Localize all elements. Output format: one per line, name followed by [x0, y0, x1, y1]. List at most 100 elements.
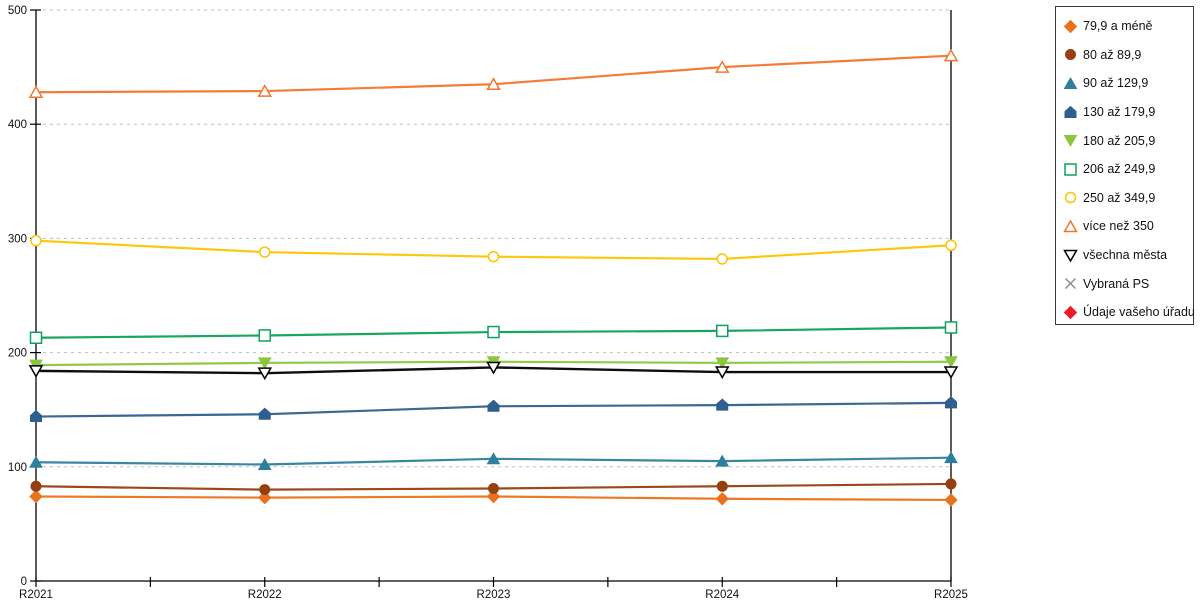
y-tick-label: 400	[8, 119, 27, 131]
circle-marker-icon	[487, 250, 500, 263]
triangle-up-marker-icon	[28, 85, 44, 98]
legend: 79,9 a méně 80 až 89,9 90 až 129,9 130 až 1…	[1055, 6, 1195, 327]
legend-item-label: 206 až 249,9	[1083, 162, 1156, 177]
legend-item-label: 130 až 179,9	[1083, 105, 1156, 120]
triangle-up-marker-icon	[715, 454, 730, 467]
square-marker-icon	[487, 325, 500, 339]
y-tick-label: 200	[8, 348, 27, 360]
triangle-up-icon	[1063, 76, 1078, 89]
triangle-up-marker-icon	[257, 84, 273, 97]
triangle-up-marker-icon	[1063, 219, 1078, 233]
pentagon-marker-icon	[1064, 105, 1077, 118]
legend-item-label: 79,9 a méně	[1083, 19, 1153, 34]
triangle-up-marker-icon	[714, 60, 730, 73]
legend-item: 79,9 a méně	[1056, 12, 1193, 41]
circle-marker-icon	[716, 253, 728, 265]
legend-item: Vybraná PS	[1056, 269, 1193, 298]
legend-item-label: 180 až 205,9	[1083, 133, 1156, 148]
triangle-down-icon	[1063, 135, 1078, 148]
legend-item-label: Údaje vašeho úřadu	[1083, 305, 1195, 320]
triangle-down-marker-icon	[1063, 135, 1078, 148]
legend-item: 180 až 205,9	[1056, 126, 1193, 155]
legend-item-label: všechna města	[1083, 248, 1168, 263]
circle-marker-icon	[1064, 192, 1077, 204]
pentagon-marker-icon	[30, 409, 42, 423]
legend-item: více než 350	[1056, 212, 1193, 241]
legend-item: 130 až 179,9	[1056, 98, 1193, 127]
triangle-down-marker-icon	[944, 356, 958, 369]
triangle-up-icon	[1063, 219, 1078, 233]
circle-marker-icon	[945, 478, 957, 490]
pentagon-marker-icon	[258, 407, 271, 420]
triangle-up-marker-icon	[257, 458, 272, 471]
pentagon-icon	[1064, 105, 1077, 118]
pentagon-marker-icon	[716, 398, 729, 411]
diamond-icon	[1063, 305, 1078, 319]
square-marker-icon	[944, 321, 958, 334]
x-tick-label: R2024	[705, 589, 739, 600]
circle-marker-icon	[259, 246, 271, 258]
x-tick-label: R2025	[934, 589, 968, 600]
triangle-down-marker-icon	[1063, 249, 1078, 263]
square-marker-icon	[716, 324, 729, 338]
circle-marker-icon	[30, 480, 42, 492]
square-marker-icon	[29, 331, 43, 345]
legend-item: 250 až 349,9	[1056, 184, 1193, 213]
legend-item: 206 až 249,9	[1056, 155, 1193, 184]
pentagon-marker-icon	[945, 396, 957, 409]
square-icon	[1064, 163, 1077, 176]
circle-marker-icon	[945, 239, 957, 252]
y-tick-label: 0	[21, 576, 27, 588]
diamond-marker-icon	[29, 489, 43, 504]
x-marker-icon	[1065, 278, 1076, 290]
triangle-down-marker-icon	[257, 367, 273, 381]
y-tick-label: 100	[8, 462, 27, 474]
x-tick-label: R2021	[19, 589, 53, 600]
diamond-marker-icon	[715, 492, 729, 506]
circle-marker-icon	[716, 480, 728, 492]
diamond-marker-icon	[944, 493, 958, 507]
legend-item-label: více než 350	[1083, 219, 1154, 234]
diamond-marker-icon	[258, 490, 272, 505]
triangle-up-marker-icon	[29, 455, 43, 468]
legend-item-label: 80 až 89,9	[1083, 47, 1142, 62]
circle-icon	[1064, 192, 1077, 204]
pentagon-marker-icon	[487, 399, 500, 412]
circle-marker-icon	[259, 484, 271, 496]
triangle-down-marker-icon	[715, 357, 730, 370]
triangle-down-marker-icon	[28, 365, 44, 378]
legend-item: všechna města	[1056, 241, 1193, 270]
triangle-down-marker-icon	[257, 357, 272, 370]
triangle-down-marker-icon	[943, 366, 959, 380]
legend-item-label: Vybraná PS	[1083, 276, 1150, 291]
diamond-marker-icon	[1063, 305, 1078, 319]
circle-marker-icon	[30, 234, 42, 247]
y-tick-label: 300	[8, 233, 27, 245]
legend-item-label: 250 až 349,9	[1083, 190, 1156, 205]
legend-item-label: 90 až 129,9	[1083, 76, 1149, 91]
triangle-down-marker-icon	[486, 361, 501, 375]
triangle-up-marker-icon	[1063, 76, 1078, 89]
legend-item: 80 až 89,9	[1056, 41, 1193, 70]
y-tick-label: 500	[8, 5, 27, 17]
circle-marker-icon	[1065, 49, 1076, 61]
triangle-up-marker-icon	[486, 77, 501, 90]
triangle-up-marker-icon	[944, 451, 958, 464]
legend-item: Údaje vašeho úřadu	[1056, 298, 1195, 327]
x-tick-label: R2023	[477, 589, 511, 600]
square-marker-icon	[258, 329, 271, 342]
triangle-up-marker-icon	[486, 452, 501, 465]
triangle-down-marker-icon	[714, 366, 730, 380]
square-marker-icon	[1064, 163, 1077, 176]
triangle-up-marker-icon	[943, 48, 959, 62]
x-icon	[1065, 278, 1076, 290]
triangle-down-icon	[1063, 249, 1078, 263]
x-tick-label: R2022	[248, 589, 282, 600]
diamond-marker-icon	[1063, 19, 1078, 34]
legend-item: 90 až 129,9	[1056, 69, 1193, 98]
circle-icon	[1065, 49, 1076, 61]
diamond-marker-icon	[486, 489, 501, 504]
circle-marker-icon	[488, 482, 499, 494]
